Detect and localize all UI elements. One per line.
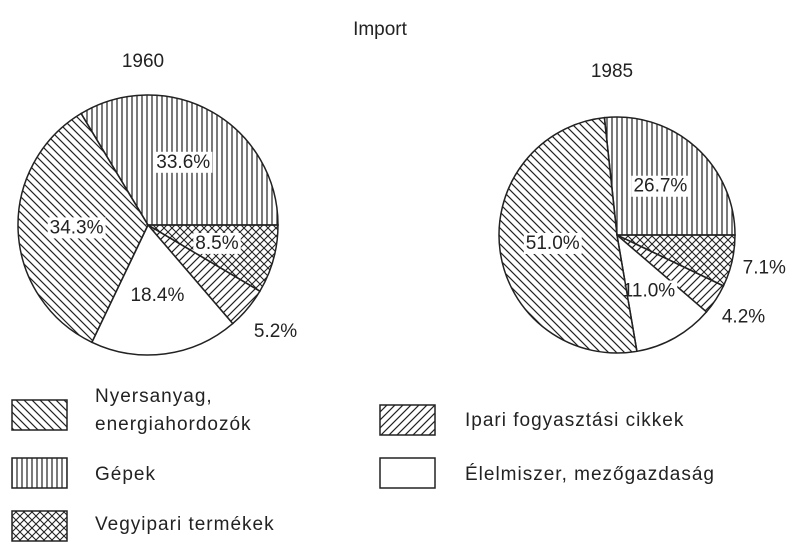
- value-label: 51.0%: [526, 233, 580, 254]
- value-label: 5.2%: [254, 321, 297, 342]
- value-label: 18.4%: [130, 285, 184, 306]
- legend-label: Élelmiszer, mezőgazdaság: [465, 464, 715, 485]
- value-label: 33.6%: [156, 152, 210, 173]
- legend-label: Vegyipari termékek: [95, 514, 275, 535]
- label-bg: [631, 175, 690, 197]
- label-bg: [47, 217, 106, 239]
- label-bg: [523, 232, 582, 254]
- legend-label: Nyersanyag, energiahordozók: [95, 386, 252, 435]
- value-label: 26.7%: [633, 176, 687, 197]
- legend-swatch: [11, 457, 68, 489]
- value-label: 4.2%: [722, 307, 765, 328]
- legend-label: Ipari fogyasztási cikkek: [465, 410, 685, 431]
- legend-swatch: [11, 510, 68, 542]
- value-label: 7.1%: [743, 257, 786, 278]
- legend-swatch: [379, 457, 436, 489]
- label-bg: [128, 284, 187, 306]
- legend-label: Gépek: [95, 464, 156, 485]
- pie-title: 1985: [591, 61, 633, 82]
- value-label: 34.3%: [50, 217, 104, 238]
- pie-title: 1960: [122, 51, 164, 72]
- legend-swatch: [379, 404, 436, 436]
- legend-swatch: [11, 399, 68, 431]
- chart-title: Import: [353, 19, 408, 40]
- label-bg: [193, 232, 241, 254]
- label-bg: [154, 151, 213, 173]
- value-label: 8.5%: [195, 233, 238, 254]
- label-bg: [620, 280, 678, 302]
- value-label: 11.0%: [623, 280, 676, 301]
